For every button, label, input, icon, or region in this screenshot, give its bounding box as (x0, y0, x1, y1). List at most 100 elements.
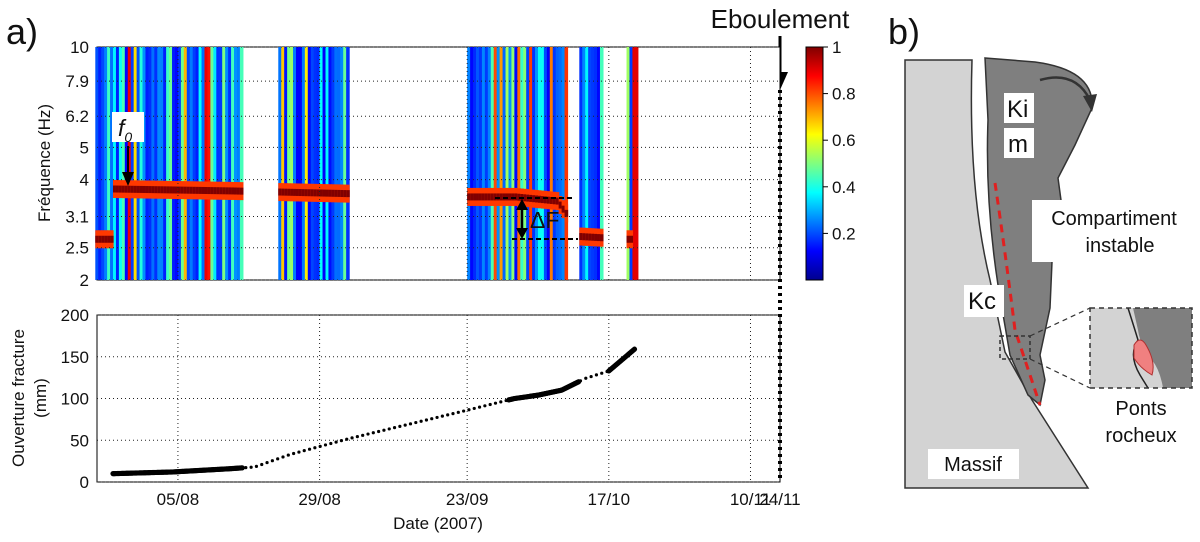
f0-ridge-cell (295, 188, 300, 196)
data-point (323, 443, 328, 447)
data-point (392, 426, 397, 430)
f0-ridge-cell (298, 189, 303, 197)
f0-ridge-cell (478, 193, 483, 201)
f0-ridge-cell (118, 185, 123, 193)
heatmap-cell (517, 47, 521, 280)
heatmap-cell (284, 47, 288, 280)
delta-f-label: ΔF (530, 207, 559, 233)
heatmap-cell (133, 47, 138, 280)
heatmap-cell (127, 47, 132, 280)
m-label-box (1004, 128, 1034, 158)
f0-ridge-cell (207, 187, 211, 195)
f0-ridge-cell (532, 195, 536, 203)
f0-ridge-cell (340, 189, 344, 197)
f0-ridge-cell (555, 197, 560, 205)
scatter-y-label-line: (mm) (31, 378, 50, 418)
heatmap-cell (110, 47, 114, 280)
data-point (270, 459, 274, 463)
heatmap-cell (136, 47, 141, 280)
heatmap-cell (154, 47, 158, 280)
heatmap-cell (195, 47, 200, 280)
heatmap-cell (564, 47, 569, 280)
heatmap-cell (186, 47, 191, 280)
x-tick-label: 23/09 (446, 490, 489, 509)
f0-ridge-cell (493, 193, 498, 201)
bridges-label-1: Ponts (1115, 398, 1166, 420)
heatmap-cell (130, 47, 135, 280)
f0-ridge-cell (588, 233, 592, 241)
heatmap-cell (304, 47, 309, 280)
f0-ridge-cell (110, 235, 114, 243)
heatmap-cell (160, 47, 164, 280)
data-point (302, 449, 306, 453)
massif-label-box (928, 449, 1019, 479)
data-point (451, 411, 455, 416)
heatmap-cell (632, 47, 639, 280)
f0-ridge-cell (629, 235, 634, 243)
scatter-y-ticks: 200 150 100 50 0 (61, 306, 89, 492)
heatmap-cell (213, 47, 217, 280)
heatmap-cell (588, 47, 592, 280)
data-point (334, 440, 338, 444)
data-point (419, 419, 423, 423)
heatmap-cell (163, 47, 167, 280)
heatmap-cell (169, 47, 173, 280)
f0-ridge-cell (145, 186, 150, 194)
heatmap-cell (148, 47, 152, 280)
inset-frame (1089, 307, 1193, 389)
heatmap-y-tick-label: 10 (70, 38, 89, 57)
heatmap-cell (307, 47, 312, 280)
f0-ridge-cell (290, 188, 294, 196)
heatmap-cell (537, 47, 542, 280)
data-point (414, 420, 418, 425)
f0-ridge-cell (219, 187, 223, 195)
f0-arrow-head (122, 172, 134, 186)
heatmap-cell (594, 47, 598, 280)
heatmap-cell (207, 47, 211, 280)
rock-bridge-inset (1089, 307, 1193, 389)
f0-ridge-cell (487, 193, 492, 201)
heatmap-cell (561, 47, 566, 280)
f0-ridge-cell (343, 190, 347, 198)
heatmap-cell (216, 47, 220, 280)
heatmap-cell (139, 47, 144, 280)
heatmap-cell (597, 47, 601, 280)
heatmap-y-tick-label: 7.9 (65, 72, 89, 91)
f0-ridge-cell (334, 189, 338, 197)
f0-ridge-cell (293, 188, 297, 196)
f0-ridge-cell (316, 189, 321, 197)
ki-label: Ki (1007, 96, 1028, 123)
heatmap-cell (552, 47, 557, 280)
f0-label-box (112, 112, 144, 142)
heatmap-cell (301, 47, 306, 280)
f0-ridge-cell (204, 186, 209, 194)
f0-ridge-cell (177, 186, 182, 194)
compartment-label-1: Compartiment (1051, 208, 1177, 230)
scatter-y-label: Ouverture fracture (mm) (9, 329, 50, 467)
heatmap-cell (543, 47, 548, 280)
heatmap-cell (210, 47, 214, 280)
f0-ridge-cell (304, 189, 309, 197)
heatmap-y-ticks: 10 7.9 6.2 5 4 3.1 2.5 2 (65, 38, 89, 290)
f0-ridge-cell (130, 185, 135, 193)
data-point (408, 422, 413, 426)
heatmap-cell (124, 47, 129, 280)
f0-ridge-cell (313, 189, 318, 197)
f0-ridge-cell (127, 185, 132, 193)
f0-ridge-cell (154, 186, 158, 194)
f0-ridge-cell (192, 186, 197, 194)
heatmap-cell (591, 47, 595, 280)
f0-ridge-cell (104, 235, 108, 243)
f0-ridge-cell (169, 186, 173, 194)
heatmap-cell (322, 47, 327, 280)
f0-ridge-cell (561, 205, 566, 213)
m-label: m (1008, 131, 1028, 158)
data-point (318, 444, 322, 448)
data-point (600, 371, 604, 375)
heatmap-cell (183, 47, 188, 280)
data-point (477, 405, 482, 409)
f0-ridge-cell (121, 185, 126, 193)
data-point (488, 402, 492, 407)
data-point (387, 427, 391, 431)
heatmap-cell (526, 47, 530, 280)
